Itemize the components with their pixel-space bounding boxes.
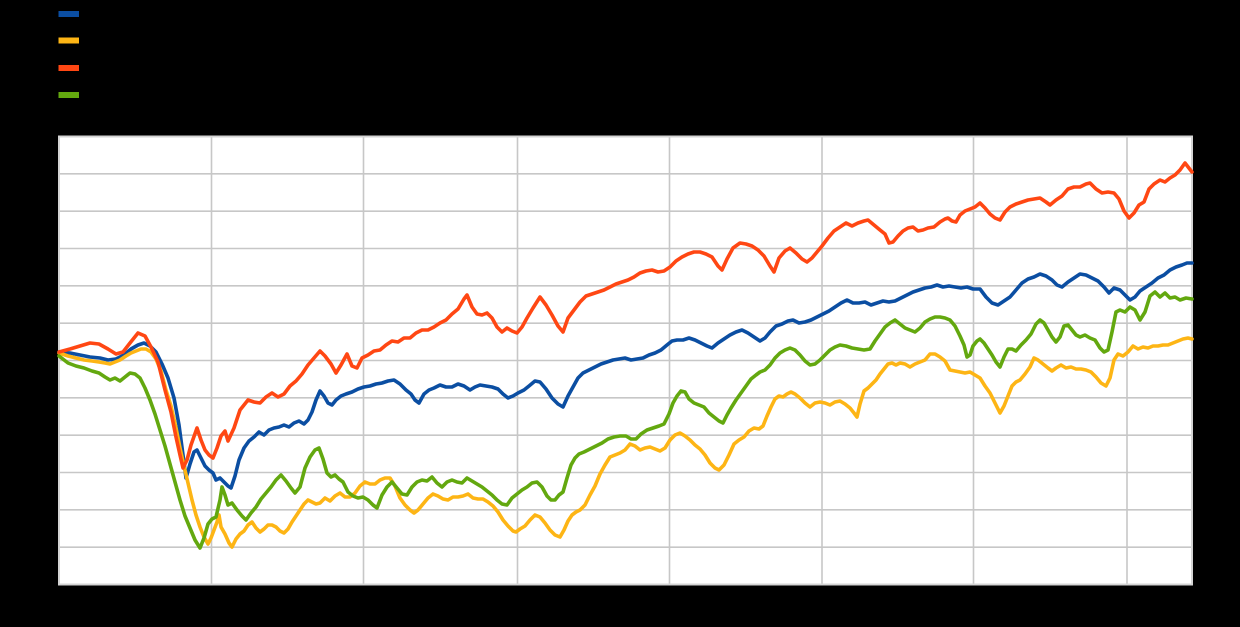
series-line-blue	[57, 261, 1194, 490]
series-lines	[57, 161, 1194, 550]
legend-swatch-series-vermillion	[58, 65, 79, 71]
series-line-green	[57, 290, 1194, 550]
series-line-amber	[57, 336, 1194, 549]
series-line-vermillion	[57, 161, 1194, 470]
legend-swatch-series-amber	[58, 37, 79, 44]
legend-swatch-series-green	[58, 92, 79, 98]
plot-border	[58, 135, 1193, 586]
legend-swatch-series-blue	[58, 11, 79, 17]
legend	[58, 11, 79, 98]
